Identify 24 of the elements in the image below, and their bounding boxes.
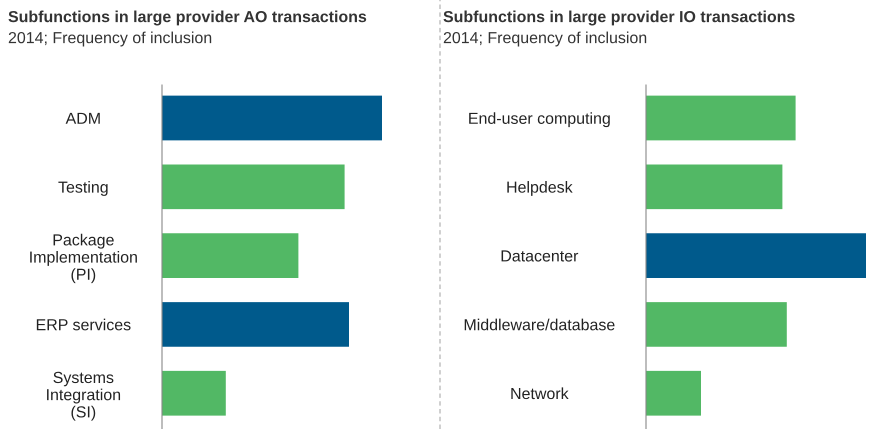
bar (162, 233, 298, 278)
bar (646, 233, 866, 278)
y-tick-label: Middleware/database (464, 318, 615, 330)
bar (162, 302, 349, 347)
bar (646, 96, 796, 140)
chart-title: Subfunctions in large provider AO transactions (8, 10, 366, 26)
chart-title: Subfunctions in large provider IO transactions (443, 10, 795, 26)
bar (162, 164, 345, 210)
y-tick-label: Network (511, 387, 569, 400)
bar (162, 96, 382, 140)
y-tick-label: Package Implementation (PI) (30, 234, 137, 284)
y-tick-label: Datacenter (502, 250, 578, 262)
bar (162, 370, 226, 416)
y-tick-label: Testing (58, 181, 108, 196)
chart-subtitle: 2014; Frequency of inclusion (8, 32, 212, 46)
bar (646, 164, 782, 210)
y-tick-label: ERP services (36, 318, 131, 330)
chart-subtitle: 2014; Frequency of inclusion (444, 32, 646, 46)
bar (646, 370, 701, 416)
y-tick-label: ADM (66, 112, 100, 124)
y-tick-label: Systems Integration (SI) (47, 372, 120, 421)
bar (646, 302, 787, 347)
y-tick-label: End-user computing (469, 112, 610, 128)
y-tick-label: Helpdesk (507, 181, 573, 196)
